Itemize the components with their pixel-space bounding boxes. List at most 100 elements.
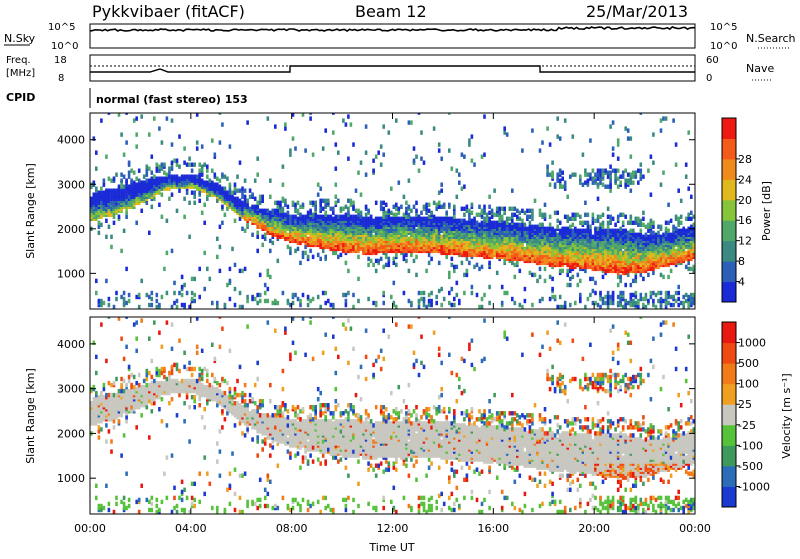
power-cell: [687, 212, 690, 217]
power-cell: [125, 184, 128, 189]
power-cell: [561, 226, 564, 231]
power-cell: [677, 302, 680, 308]
power-cell: [687, 216, 690, 221]
power-cell: [480, 220, 484, 225]
power-cell: [107, 296, 111, 302]
nsky-tick-bottom: 10^0: [51, 41, 78, 52]
power-cell: [437, 238, 441, 244]
power-cell: [468, 138, 471, 143]
power-cell: [614, 228, 617, 233]
power-cell: [216, 304, 219, 309]
nsky-label: N.Sky: [4, 32, 36, 45]
power-cell: [137, 168, 141, 173]
power-cell: [195, 113, 199, 117]
power-cell: [422, 240, 426, 246]
velocity-cell: [97, 429, 101, 434]
power-cell: [518, 210, 522, 215]
power-cell: [284, 236, 287, 241]
power-cell: [437, 148, 441, 153]
power-cell: [319, 218, 322, 223]
power-cell: [387, 130, 391, 135]
power-cell: [470, 210, 474, 215]
power-cell: [233, 218, 237, 223]
power-cell: [634, 278, 638, 284]
power-cell: [571, 216, 575, 221]
power-cell: [405, 206, 408, 211]
power-cell: [337, 150, 340, 155]
power-cell: [531, 224, 534, 229]
power-cell: [158, 164, 161, 169]
power-cell: [430, 298, 433, 304]
power-cell: [677, 188, 680, 193]
power-cell: [634, 274, 638, 280]
nsky-trace: [89, 25, 695, 32]
power-cell: [430, 290, 433, 296]
power-cell: [261, 198, 264, 203]
power-cell: [687, 186, 690, 191]
power-cell: [674, 162, 678, 167]
power-cell: [314, 204, 317, 209]
power-cell: [193, 190, 196, 195]
power-cell: [513, 212, 517, 217]
power-cell: [228, 278, 232, 284]
power-cell: [294, 292, 297, 298]
power-cell: [551, 276, 554, 282]
power-cell: [667, 290, 670, 296]
velocity-cell: [112, 509, 116, 514]
power-cell: [448, 113, 451, 115]
power-cell: [218, 184, 222, 189]
colorbar-tick-label: 24: [738, 173, 752, 186]
power-cell: [337, 214, 340, 219]
power-cell: [450, 302, 454, 308]
power-cell: [475, 212, 479, 217]
power-cell: [274, 232, 277, 237]
power-cell: [352, 214, 355, 219]
power-cell: [266, 208, 270, 213]
velocity-cell: [105, 358, 108, 364]
power-cell: [642, 210, 645, 215]
power-cell: [382, 212, 385, 217]
power-cell: [180, 292, 184, 298]
power-cell: [571, 242, 575, 248]
power-cell: [465, 208, 469, 213]
power-cell: [599, 290, 602, 296]
power-cell: [629, 154, 633, 159]
power-cell: [132, 118, 136, 123]
power-cell: [475, 292, 479, 298]
power-cell: [321, 234, 325, 239]
power-cell: [511, 206, 514, 211]
velocity-cell: [115, 392, 118, 398]
power-cell: [130, 178, 133, 183]
power-cell: [190, 174, 194, 179]
velocity-cell: [97, 425, 101, 430]
power-cell: [586, 228, 590, 233]
power-cell: [465, 268, 469, 274]
power-cell: [160, 176, 164, 181]
power-cell: [483, 216, 486, 221]
velocity-cell: [100, 395, 103, 400]
power-cell: [390, 294, 393, 300]
power-cell: [440, 188, 443, 193]
power-cell: [596, 182, 600, 187]
power-cell: [332, 210, 335, 215]
power-cell: [606, 184, 610, 189]
power-cell: [548, 142, 552, 147]
power-cell: [97, 220, 101, 225]
power-cell: [538, 274, 542, 280]
power-cell: [178, 176, 181, 181]
power-cell: [195, 146, 199, 151]
power-cell: [238, 304, 242, 309]
power-cell: [455, 168, 459, 173]
power-cell: [198, 266, 201, 272]
colorbar-tick-label: 28: [738, 153, 752, 166]
power-cell: [223, 212, 227, 217]
power-cell: [246, 198, 249, 203]
power-cell: [256, 248, 259, 254]
power-cell: [178, 290, 181, 296]
power-cell: [500, 214, 504, 219]
power-cell: [639, 222, 643, 227]
power-cell: [548, 226, 552, 231]
power-cell: [165, 116, 169, 121]
power-cell: [684, 298, 688, 304]
power-cell: [334, 166, 338, 171]
